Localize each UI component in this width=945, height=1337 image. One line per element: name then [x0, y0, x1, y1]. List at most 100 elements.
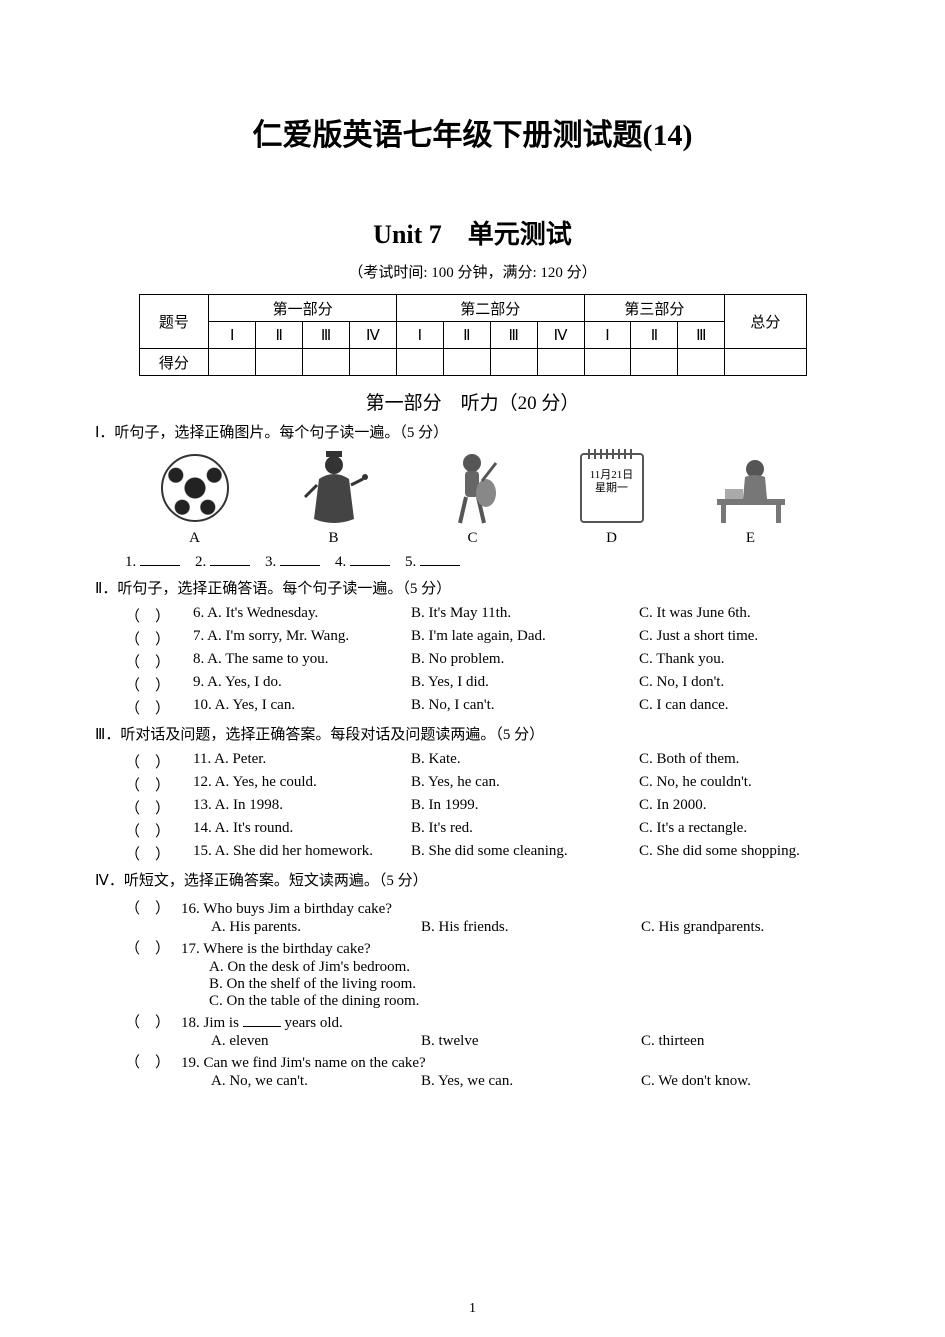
answer-paren[interactable]: （ ）	[125, 897, 181, 918]
score-cell	[584, 349, 631, 376]
option-b: B. It's May 11th.	[411, 605, 631, 626]
score-col: Ⅳ	[350, 322, 397, 349]
score-col: Ⅲ	[303, 322, 350, 349]
question-stem-row: （ ）18. Jim is years old.	[95, 1010, 850, 1033]
image-label: D	[557, 530, 667, 547]
answer-paren[interactable]: （ ）	[125, 820, 185, 841]
score-cell	[537, 349, 584, 376]
score-col: Ⅱ	[256, 322, 303, 349]
blank-answers-line: 1. 2. 3. 4. 5.	[95, 551, 850, 571]
score-col: Ⅰ	[584, 322, 631, 349]
option-a: 8. A. The same to you.	[193, 651, 403, 672]
option-b: B. Yes, we can.	[421, 1073, 641, 1090]
answer-blank[interactable]	[140, 551, 180, 566]
option-c: C. In 2000.	[639, 797, 839, 818]
option-b: B. Yes, he can.	[411, 774, 631, 795]
score-col: Ⅰ	[209, 322, 256, 349]
score-col: Ⅱ	[631, 322, 678, 349]
option-a: A. His parents.	[211, 919, 421, 936]
section-4-heading: Ⅳ．听短文，选择正确答案。短文读两遍。（5 分）	[95, 869, 850, 890]
option-c: C. His grandparents.	[641, 919, 841, 936]
option-b: B. In 1999.	[411, 797, 631, 818]
answer-paren[interactable]: （ ）	[125, 751, 185, 772]
option-c: C. It's a rectangle.	[639, 820, 839, 841]
section-1-heading: Ⅰ．听句子，选择正确图片。每个句子读一遍。（5 分）	[95, 421, 850, 442]
image-option-c: C	[418, 448, 528, 547]
answer-paren[interactable]: （ ）	[125, 843, 185, 864]
answer-paren[interactable]: （ ）	[125, 697, 185, 718]
score-row2-label: 得分	[139, 349, 209, 376]
options-row: A. No, we can't.B. Yes, we can.C. We don…	[95, 1073, 850, 1090]
image-label: E	[696, 530, 806, 547]
option-c: C. Both of them.	[639, 751, 839, 772]
option-c: C. Just a short time.	[639, 628, 839, 649]
answer-paren[interactable]: （ ）	[125, 1011, 181, 1032]
blank-num: 3.	[265, 554, 276, 570]
question-stem: 19. Can we find Jim's name on the cake?	[181, 1055, 426, 1071]
option-c: C. No, I don't.	[639, 674, 839, 695]
answer-blank[interactable]	[210, 551, 250, 566]
subtitle: Unit 7 单元测试	[95, 214, 850, 251]
option-c: C. Thank you.	[639, 651, 839, 672]
option-c: C. No, he couldn't.	[639, 774, 839, 795]
question-row: （ ）6. A. It's Wednesday.B. It's May 11th…	[95, 604, 850, 627]
blank-num: 2.	[195, 554, 206, 570]
blank-num: 5.	[405, 554, 416, 570]
answer-paren[interactable]: （ ）	[125, 628, 185, 649]
score-cell	[725, 349, 806, 376]
option-a: 15. A. She did her homework.	[193, 843, 403, 864]
score-cell	[350, 349, 397, 376]
option-b: B. Kate.	[411, 751, 631, 772]
score-total-header: 总分	[725, 295, 806, 349]
answer-blank[interactable]	[350, 551, 390, 566]
answer-paren[interactable]: （ ）	[125, 674, 185, 695]
answer-paren[interactable]: （ ）	[125, 1051, 181, 1072]
image-option-a: A	[140, 448, 250, 547]
answer-paren[interactable]: （ ）	[125, 651, 185, 672]
option-a: 7. A. I'm sorry, Mr. Wang.	[193, 628, 403, 649]
score-col: Ⅱ	[443, 322, 490, 349]
option-a: 12. A. Yes, he could.	[193, 774, 403, 795]
question-row: （ ） 12. A. Yes, he could. B. Yes, he can. C…	[95, 773, 850, 796]
answer-blank[interactable]	[420, 551, 460, 566]
fill-blank[interactable]	[243, 1012, 281, 1027]
blank-num: 4.	[335, 554, 346, 570]
page-title: 仁爱版英语七年级下册测试题(14)	[95, 110, 850, 154]
section-3-heading: Ⅲ．听对话及问题，选择正确答案。每段对话及问题读两遍。（5 分）	[95, 723, 850, 744]
image-label: B	[279, 530, 389, 547]
question-row: （ ）14. A. It's round.B. It's red.C. It's…	[95, 819, 850, 842]
option-b: B. His friends.	[421, 919, 641, 936]
score-part3-header: 第三部分	[584, 295, 725, 322]
option-b: B. She did some cleaning.	[411, 843, 631, 864]
score-cell	[490, 349, 537, 376]
question-stem-row: （ ）17. Where is the birthday cake?	[95, 936, 850, 959]
score-cell	[396, 349, 443, 376]
subtitle-unit-en: Unit 7	[373, 220, 442, 249]
score-cell	[678, 349, 725, 376]
option-c: C. thirteen	[641, 1033, 841, 1050]
part-heading: 第一部分 听力（20 分）	[95, 388, 850, 415]
question-row: （ ）7. A. I'm sorry, Mr. Wang.B. I'm late…	[95, 627, 850, 650]
score-cell	[443, 349, 490, 376]
answer-paren[interactable]: （ ）	[125, 937, 181, 958]
section-4-list: （ ）16. Who buys Jim a birthday cake?A. H…	[95, 896, 850, 1090]
answer-blank[interactable]	[280, 551, 320, 566]
answer-paren[interactable]: （ ）	[125, 774, 185, 795]
option-line: A. On the desk of Jim's bedroom.	[95, 959, 850, 976]
options-row: A. elevenB. twelveC. thirteen	[95, 1033, 850, 1050]
subtitle-unit-cn: 单元测试	[468, 220, 572, 249]
score-table: 题号 第一部分 第二部分 第三部分 总分 Ⅰ Ⅱ Ⅲ Ⅳ Ⅰ Ⅱ Ⅲ Ⅳ Ⅰ Ⅱ…	[139, 294, 807, 376]
score-col: Ⅰ	[396, 322, 443, 349]
score-part1-header: 第一部分	[209, 295, 397, 322]
calendar-day: 星期一	[582, 482, 642, 495]
answer-paren[interactable]: （ ）	[125, 605, 185, 626]
question-row: （ ）8. A. The same to you.B. No problem.C…	[95, 650, 850, 673]
question-stem: 18. Jim is years old.	[181, 1015, 343, 1031]
option-b: B. No, I can't.	[411, 697, 631, 718]
answer-paren[interactable]: （ ）	[125, 797, 185, 818]
option-a: A. No, we can't.	[211, 1073, 421, 1090]
image-options-row: A B	[95, 448, 850, 547]
image-label: C	[418, 530, 528, 547]
question-stem-row: （ ）16. Who buys Jim a birthday cake?	[95, 896, 850, 919]
score-part2-header: 第二部分	[396, 295, 584, 322]
